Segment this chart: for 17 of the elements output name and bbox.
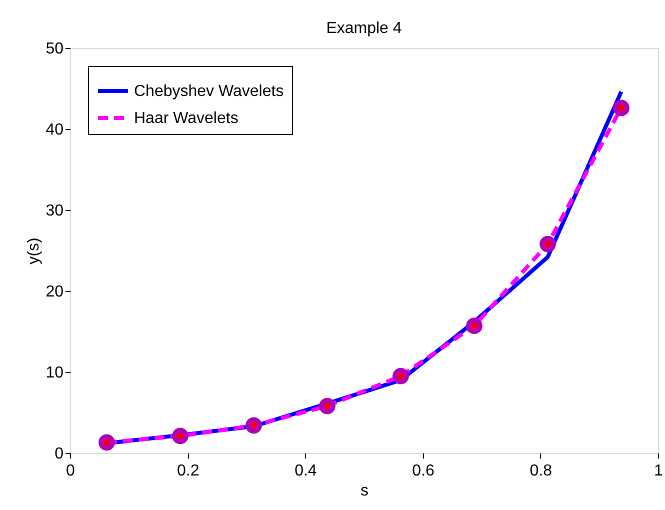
x-tick-label: 0	[66, 462, 76, 480]
x-tick-label: 0.2	[176, 462, 200, 480]
y-tick-label: 30	[46, 202, 64, 220]
y-tick-label: 20	[46, 284, 64, 300]
y-tick-label: 10	[46, 364, 64, 382]
y-tick-label: 0	[54, 446, 64, 462]
x-tick-label: 0.8	[530, 462, 552, 480]
legend-label: Haar Wavelets	[134, 110, 238, 127]
x-tick-label: 0.6	[412, 462, 435, 480]
chart-title: Example 4	[326, 20, 402, 37]
x-axis-title: s	[360, 482, 368, 500]
legend-label: Chebyshev Wavelets	[134, 83, 284, 100]
x-tick-label: 0.4	[294, 462, 317, 480]
y-tick-label: 50	[46, 40, 64, 58]
x-tick-label: 1	[654, 462, 664, 480]
y-tick-label: 40	[46, 122, 64, 138]
y-axis-title: y(s)	[26, 238, 43, 264]
